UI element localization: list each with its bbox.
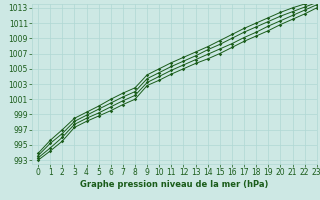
X-axis label: Graphe pression niveau de la mer (hPa): Graphe pression niveau de la mer (hPa): [80, 180, 268, 189]
